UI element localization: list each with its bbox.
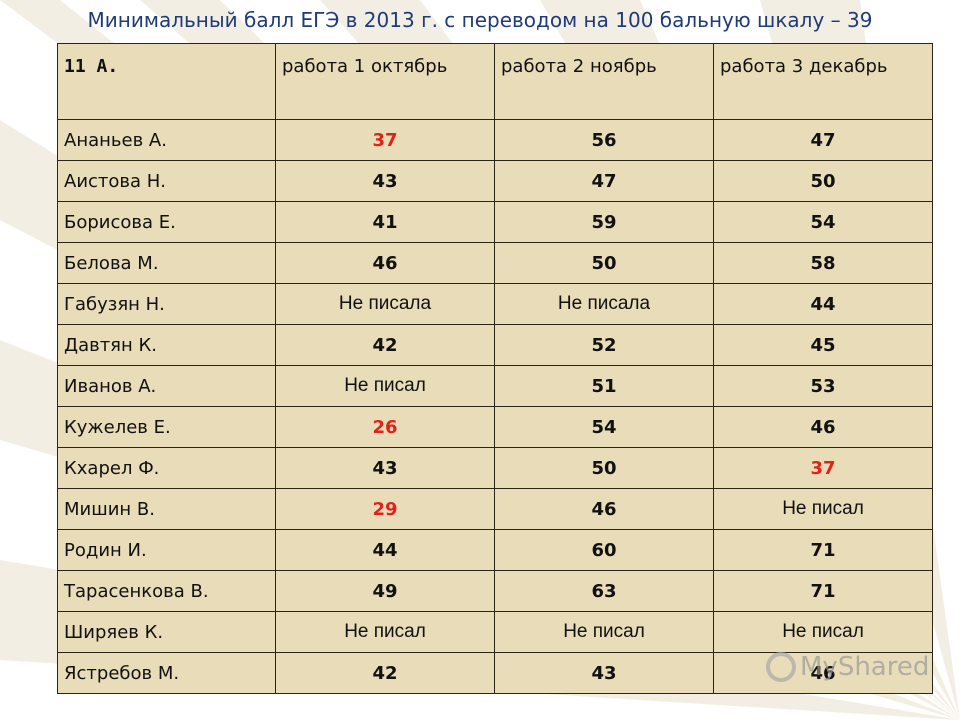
student-name: Мишин В.: [57, 488, 276, 530]
score-work-2: 51: [494, 365, 714, 407]
table-row: Ширяев К. Не писал Не писал Не писал: [57, 611, 933, 653]
table-row: Белова М. 46 50 58: [57, 242, 933, 284]
table-row: Давтян К. 42 52 45: [57, 324, 933, 366]
student-name: Ананьев А.: [57, 119, 276, 161]
score-work-3: 46: [713, 406, 933, 448]
score-work-1: 49: [275, 570, 495, 612]
table-row: Ястребов М. 42 43 46: [57, 652, 933, 694]
score-work-2: 60: [494, 529, 714, 571]
score-work-1: 29: [275, 488, 495, 530]
table-row: Кужелев Е. 26 54 46: [57, 406, 933, 448]
table-row: Родин И. 44 60 71: [57, 529, 933, 571]
score-work-1: 43: [275, 447, 495, 489]
student-name: Кужелев Е.: [57, 406, 276, 448]
score-work-1: 37: [275, 119, 495, 161]
table-header-row: 11 А. работа 1 октябрь работа 2 ноябрь р…: [57, 43, 933, 120]
student-name: Родин И.: [57, 529, 276, 571]
header-class: 11 А.: [57, 43, 276, 120]
score-work-1: Не писал: [275, 365, 495, 407]
score-work-3: 46: [713, 652, 933, 694]
table-row: Габузян Н. Не писала Не писала 44: [57, 283, 933, 325]
score-work-2: 52: [494, 324, 714, 366]
student-name: Аистова Н.: [57, 160, 276, 202]
table-row: Аистова Н. 43 47 50: [57, 160, 933, 202]
student-name: Тарасенкова В.: [57, 570, 276, 612]
score-work-3: 44: [713, 283, 933, 325]
student-name: Белова М.: [57, 242, 276, 284]
student-name: Борисова Е.: [57, 201, 276, 243]
score-work-3: Не писал: [713, 488, 933, 530]
score-work-1: 26: [275, 406, 495, 448]
header-work-2: работа 2 ноябрь: [494, 43, 714, 120]
score-work-3: 37: [713, 447, 933, 489]
myshared-logo: MyShared: [766, 652, 929, 682]
score-work-1: Не писала: [275, 283, 495, 325]
score-work-2: 46: [494, 488, 714, 530]
score-work-3: 53: [713, 365, 933, 407]
score-work-3: 71: [713, 570, 933, 612]
logo-text: MyShared: [800, 652, 930, 682]
student-name: Ястребов М.: [57, 652, 276, 694]
score-work-1: 41: [275, 201, 495, 243]
score-work-3: 58: [713, 242, 933, 284]
score-work-3: 54: [713, 201, 933, 243]
header-work-3: работа 3 декабрь: [713, 43, 933, 120]
score-work-2: 50: [494, 447, 714, 489]
score-work-2: 43: [494, 652, 714, 694]
logo-mark-icon: [766, 652, 796, 682]
score-work-3: Не писал: [713, 611, 933, 653]
score-work-2: 50: [494, 242, 714, 284]
table-row: Иванов А. Не писал 51 53: [57, 365, 933, 407]
page-title: Минимальный балл ЕГЭ в 2013 г. с перевод…: [87, 8, 873, 32]
score-work-2: 56: [494, 119, 714, 161]
table-row: Тарасенкова В. 49 63 71: [57, 570, 933, 612]
student-name: Ширяев К.: [57, 611, 276, 653]
score-work-1: 43: [275, 160, 495, 202]
score-work-2: 54: [494, 406, 714, 448]
score-work-1: Не писал: [275, 611, 495, 653]
student-name: Кхарел Ф.: [57, 447, 276, 489]
header-work-1: работа 1 октябрь: [275, 43, 495, 120]
score-work-2: Не писал: [494, 611, 714, 653]
score-work-1: 42: [275, 652, 495, 694]
score-work-3: 71: [713, 529, 933, 571]
score-work-2: 63: [494, 570, 714, 612]
score-work-2: Не писала: [494, 283, 714, 325]
score-work-1: 46: [275, 242, 495, 284]
scores-table: 11 А. работа 1 октябрь работа 2 ноябрь р…: [57, 43, 933, 694]
student-name: Габузян Н.: [57, 283, 276, 325]
score-work-3: 50: [713, 160, 933, 202]
score-work-1: 42: [275, 324, 495, 366]
student-name: Иванов А.: [57, 365, 276, 407]
score-work-3: 45: [713, 324, 933, 366]
score-work-2: 59: [494, 201, 714, 243]
score-work-2: 47: [494, 160, 714, 202]
table-row: Кхарел Ф. 43 50 37: [57, 447, 933, 489]
table-row: Борисова Е. 41 59 54: [57, 201, 933, 243]
table-row: Ананьев А. 37 56 47: [57, 119, 933, 161]
score-work-3: 47: [713, 119, 933, 161]
score-work-1: 44: [275, 529, 495, 571]
student-name: Давтян К.: [57, 324, 276, 366]
table-row: Мишин В. 29 46 Не писал: [57, 488, 933, 530]
